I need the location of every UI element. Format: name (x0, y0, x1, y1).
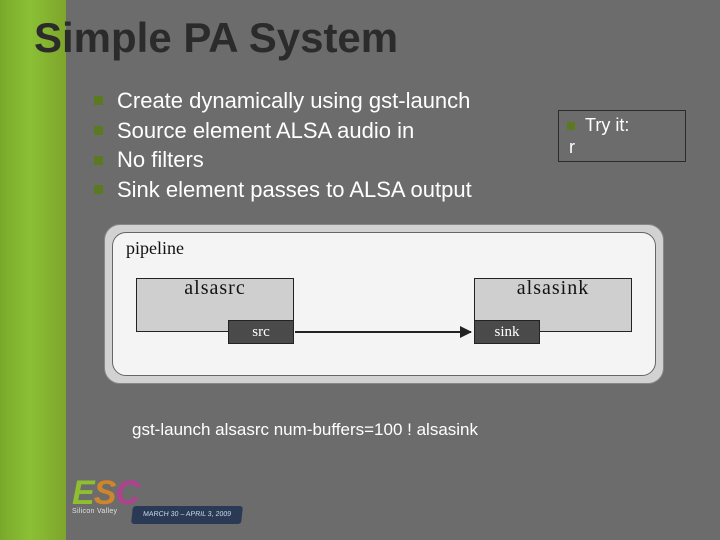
logo-letter-s: S (94, 474, 116, 512)
logo-text: ESC (72, 476, 222, 510)
pipeline-label: pipeline (126, 238, 184, 259)
tryit-callout: Try it: r (558, 110, 686, 162)
tryit-label: Try it: (585, 115, 629, 136)
bullet-text: Create dynamically using gst-launch (117, 86, 470, 116)
bullet-item: No filters (94, 145, 472, 175)
bullet-item: Sink element passes to ALSA output (94, 175, 472, 205)
tryit-row: Try it: (567, 115, 677, 136)
bullet-icon (94, 126, 103, 135)
sink-pad: sink (474, 320, 540, 344)
gst-command: gst-launch alsasrc num-buffers=100 ! als… (132, 420, 478, 440)
bullet-item: Create dynamically using gst-launch (94, 86, 472, 116)
logo-badge: MARCH 30 – APRIL 3, 2009 (131, 506, 243, 524)
bullet-text: No filters (117, 145, 204, 175)
slide: Simple PA System Create dynamically usin… (0, 0, 720, 540)
sink-element-name: alsasink (475, 277, 631, 300)
bullet-icon (94, 156, 103, 165)
logo-letter-e: E (72, 474, 94, 512)
src-pad: src (228, 320, 294, 344)
bullet-item: Source element ALSA audio in (94, 116, 472, 146)
bullet-list: Create dynamically using gst-launch Sour… (94, 86, 472, 205)
tryit-sub: r (569, 137, 677, 158)
footer-logo: ESC Silicon Valley MARCH 30 – APRIL 3, 2… (72, 476, 222, 528)
bullet-text: Source element ALSA audio in (117, 116, 414, 146)
bullet-icon (567, 122, 575, 130)
slide-title: Simple PA System (34, 14, 398, 62)
pipeline-diagram: pipeline alsasrc alsasink src sink (104, 224, 664, 384)
bullet-text: Sink element passes to ALSA output (117, 175, 472, 205)
bullet-icon (94, 96, 103, 105)
sidebar-accent (0, 0, 66, 540)
src-element-name: alsasrc (137, 277, 293, 300)
bullet-icon (94, 185, 103, 194)
arrow-icon (295, 331, 471, 333)
